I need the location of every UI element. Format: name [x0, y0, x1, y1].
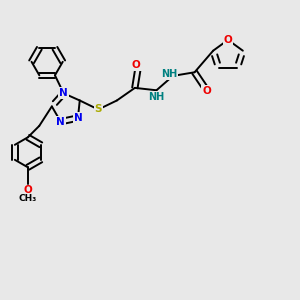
Text: S: S	[94, 104, 102, 115]
Text: O: O	[23, 185, 32, 195]
Text: N: N	[59, 88, 68, 98]
Text: O: O	[224, 35, 232, 45]
Text: N: N	[74, 113, 82, 123]
Text: N: N	[56, 117, 65, 127]
Text: O: O	[202, 86, 211, 96]
Text: CH₃: CH₃	[19, 194, 37, 203]
Text: NH: NH	[148, 92, 165, 102]
Text: NH: NH	[161, 69, 178, 80]
Text: O: O	[132, 60, 141, 70]
